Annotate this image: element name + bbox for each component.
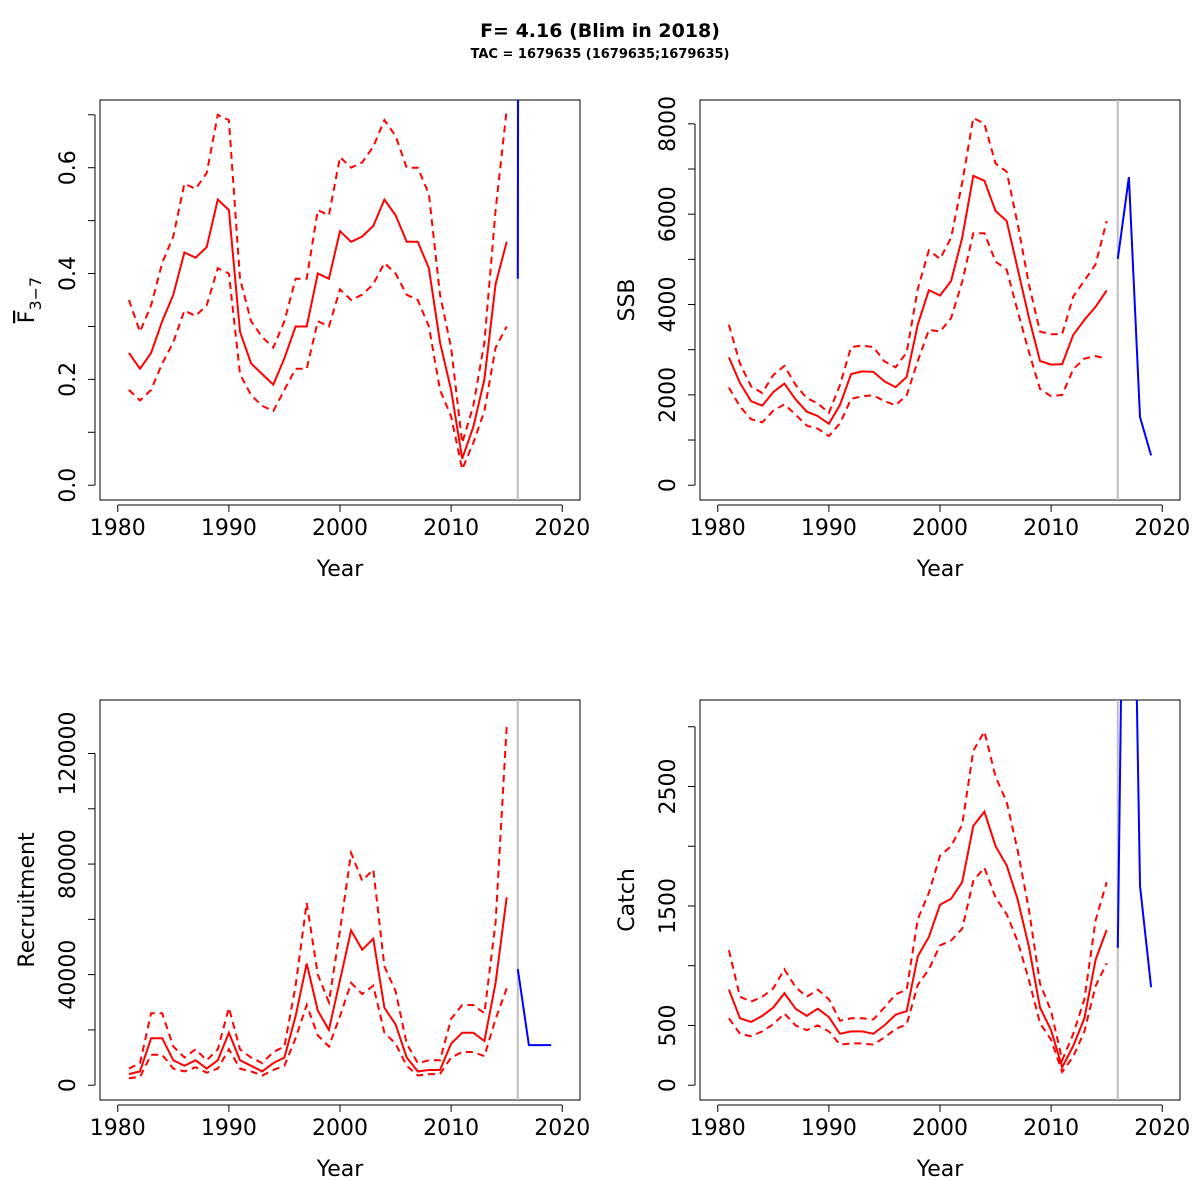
x-tick-label: 2000 — [312, 1116, 368, 1141]
y-axis: 0.0 0.2 0.4 0.6 F3−7 — [15, 114, 96, 503]
x-tick-label: 2010 — [1023, 516, 1079, 541]
y-axis-label: F3−7 — [15, 277, 45, 323]
x-tick-label: 1980 — [90, 1116, 146, 1141]
series-upper-line — [127, 109, 508, 444]
series-upper-line — [727, 116, 1108, 415]
x-tick-label: 2000 — [912, 516, 968, 541]
x-axis: 1980 1990 2000 2010 2020 Year — [90, 504, 590, 582]
y-tick-label: 2000 — [656, 367, 681, 423]
y-tick-label: 500 — [656, 1004, 681, 1046]
x-axis: 1980 1990 2000 2010 2020 Year — [90, 1104, 590, 1182]
panel-ssb: 1980 1990 2000 2010 2020 Year 0 2000 4000 6000 800… — [615, 96, 1190, 582]
chart-title: F= 4.16 (Blim in 2018) — [480, 20, 720, 42]
x-tick-label: 2000 — [912, 1116, 968, 1141]
x-tick-label: 2020 — [1134, 516, 1190, 541]
series-lower-line — [728, 865, 1108, 1075]
y-axis: 0 500 1500 2500 Catch — [615, 726, 696, 1092]
series-upper-line — [128, 725, 508, 1070]
y-tick-label: 0.2 — [56, 362, 81, 397]
series-lower-line — [728, 232, 1107, 438]
series-group — [127, 100, 520, 473]
series-median-line — [128, 897, 508, 1076]
y-tick-label: 120000 — [56, 712, 81, 796]
x-tick-label: 1990 — [801, 1116, 857, 1141]
x-tick-label: 2010 — [1023, 1116, 1079, 1141]
x-axis-label: Year — [316, 557, 365, 582]
x-tick-label: 2020 — [534, 1116, 590, 1141]
x-axis-label: Year — [916, 1157, 965, 1182]
y-tick-label: 0 — [56, 1078, 81, 1092]
y-tick-label: 0.6 — [56, 150, 81, 185]
series-upper-line — [727, 728, 1108, 1064]
chart-subtitle: TAC = 1679635 (1679635;1679635) — [470, 47, 730, 62]
y-tick-label: 1500 — [656, 878, 681, 934]
series-median-line — [128, 197, 508, 460]
x-tick-label: 2010 — [423, 1116, 479, 1141]
y-tick-label: 8000 — [656, 96, 681, 152]
x-tick-label: 1980 — [690, 1116, 746, 1141]
y-axis-label: Catch — [615, 868, 640, 932]
x-tick-label: 1990 — [801, 516, 857, 541]
x-tick-label: 2010 — [423, 516, 479, 541]
x-axis: 1980 1990 2000 2010 2020 Year — [690, 1104, 1190, 1182]
series-median-line — [727, 174, 1108, 426]
x-tick-label: 1980 — [90, 516, 146, 541]
y-axis-label: SSB — [615, 278, 640, 321]
x-axis-label: Year — [916, 557, 965, 582]
x-tick-label: 1980 — [690, 516, 746, 541]
series-group — [727, 116, 1153, 456]
y-tick-label: 40000 — [56, 940, 81, 1010]
y-tick-label: 6000 — [656, 186, 681, 242]
panel-catch: 1980 1990 2000 2010 2020 Year 0 500 1500 2500 Catc… — [615, 699, 1190, 1182]
y-tick-label: 2500 — [656, 758, 681, 814]
y-axis-label-main: Catch — [615, 868, 640, 932]
x-tick-label: 1990 — [201, 516, 257, 541]
y-tick-label: 0.0 — [56, 468, 81, 503]
series-group — [128, 725, 552, 1080]
y-axis-label-main: Recruitment — [15, 832, 40, 968]
plot-frame — [99, 699, 581, 1101]
y-axis: 0 2000 4000 6000 8000 SSB — [615, 96, 696, 492]
x-axis: 1980 1990 2000 2010 2020 Year — [690, 504, 1190, 582]
x-tick-label: 2000 — [312, 516, 368, 541]
x-axis-label: Year — [316, 1157, 365, 1182]
y-axis: 0 40000 80000 120000 Recruitment — [15, 712, 96, 1092]
y-tick-label: 80000 — [56, 829, 81, 899]
projection-line — [516, 968, 552, 1047]
plot-frame — [99, 99, 581, 501]
projection-line — [1116, 176, 1153, 456]
series-lower-line — [128, 261, 508, 473]
y-tick-label: 0 — [656, 478, 681, 492]
y-tick-label: 4000 — [656, 277, 681, 333]
panel-recruitment: 1980 1990 2000 2010 2020 Year 0 40000 80000 12000… — [15, 699, 590, 1182]
y-axis-label: Recruitment — [15, 832, 40, 968]
x-tick-label: 1990 — [201, 1116, 257, 1141]
x-tick-label: 2020 — [534, 516, 590, 541]
y-axis-label-main: F — [15, 311, 40, 324]
y-tick-label: 0.4 — [56, 256, 81, 291]
projection-line — [1116, 700, 1153, 988]
series-lower-line — [128, 981, 508, 1080]
y-tick-label: 0 — [656, 1078, 681, 1092]
y-axis-label-main: SSB — [615, 278, 640, 321]
plot-frame — [699, 99, 1181, 501]
series-median-line — [727, 809, 1108, 1070]
series-group — [727, 700, 1153, 1075]
plot-frame — [699, 699, 1181, 1101]
y-axis-label-sub: 3−7 — [26, 277, 45, 311]
panel-fbar: 1980 1990 2000 2010 2020 Year 0.0 0.2 0.4 0.6 F3−7 — [15, 99, 590, 582]
x-tick-label: 2020 — [1134, 1116, 1190, 1141]
